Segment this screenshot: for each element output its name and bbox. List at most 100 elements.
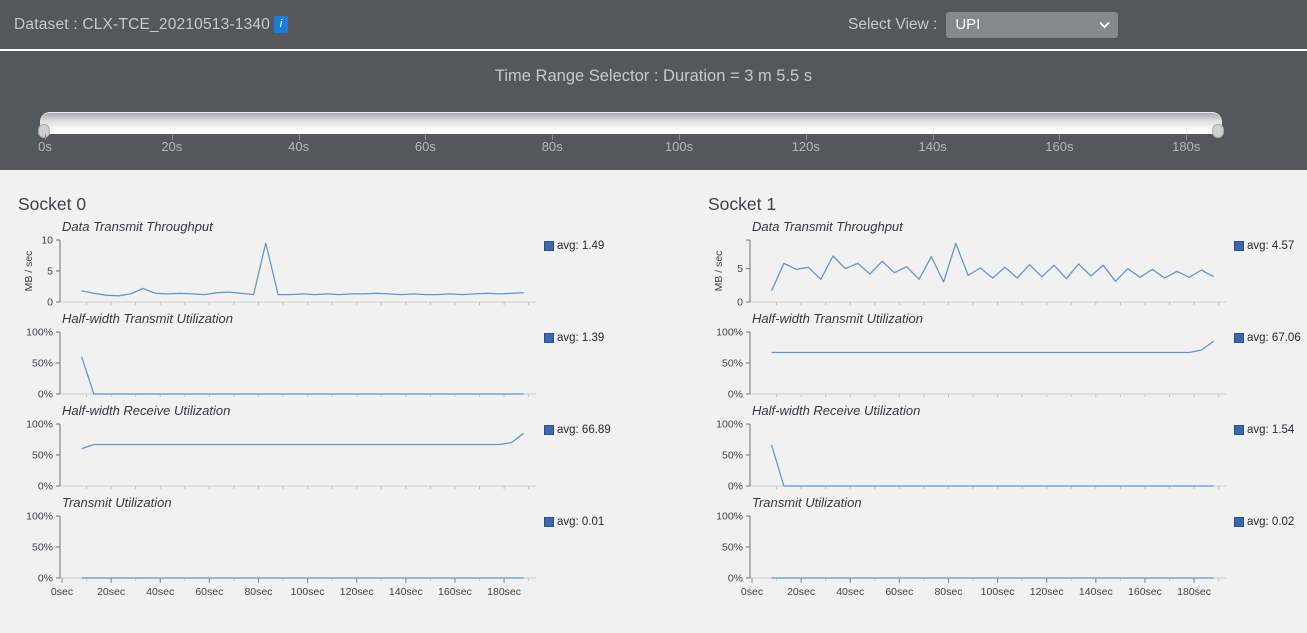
legend-swatch (1234, 241, 1244, 251)
slider-tick-label: 0s (38, 139, 52, 154)
chart-legend: avg: 0.02 (1234, 516, 1294, 528)
y-tick-label: 50% (722, 542, 743, 554)
y-tick-label: 0% (728, 573, 743, 585)
slider-tick (298, 134, 300, 140)
x-tick-label: 60sec (885, 586, 913, 598)
slider-handle-left[interactable] (38, 124, 50, 138)
slider-tick (805, 134, 807, 140)
y-tick-label: 10 (41, 235, 53, 247)
x-tick-label: 120sec (340, 586, 374, 598)
slider-tick (425, 134, 427, 140)
slider-tick-label: 140s (918, 139, 947, 154)
chart-s1-half-width-transmit-utilization: Half-width Transmit Utilization avg: 67.… (706, 310, 1301, 401)
view-select-wrap: UPI (946, 11, 1119, 38)
data-line (80, 356, 524, 395)
data-line (81, 432, 525, 450)
chart-legend: avg: 1.54 (1234, 424, 1294, 436)
slider-tick-label: 120s (791, 139, 820, 154)
legend-swatch (1234, 333, 1244, 343)
slider-handle-right[interactable] (1212, 124, 1224, 138)
dataset-title: Dataset : CLX-TCE_20210513-1340 i (14, 0, 289, 49)
socket-1-section: Socket 1 Data Transmit Throughput avg: 4… (706, 192, 1301, 604)
chart-legend: avg: 1.49 (544, 240, 604, 252)
x-tick-label: 140sec (389, 586, 423, 598)
legend-avg-value: avg: 66.89 (557, 424, 611, 436)
line-chart: 0% 50% 100% (716, 419, 1226, 493)
x-tick-label: 180sec (1177, 586, 1211, 598)
y-tick-label: 0% (38, 573, 53, 585)
y-tick-label: 100% (26, 419, 53, 431)
data-line (771, 242, 1215, 291)
slider-tick (679, 134, 680, 140)
x-tick-label: 40sec (146, 586, 174, 598)
view-select[interactable]: UPI (946, 11, 1119, 38)
line-chart: 0 5 10 MB / sec (23, 235, 536, 309)
slider-tick-label: 40s (288, 139, 310, 154)
x-tick-label: 100sec (291, 586, 325, 598)
x-tick-label: 20sec (97, 586, 125, 598)
line-chart: 0% 50% 100% (26, 327, 536, 401)
x-tick-label: 0sec (51, 586, 73, 598)
select-view-group: Select View : UPI (848, 0, 1119, 49)
data-line (771, 340, 1215, 354)
header-divider (0, 49, 1307, 51)
y-tick-label: 0% (38, 389, 53, 401)
chart-title: Half-width Transmit Utilization (62, 311, 233, 326)
chart-s1-half-width-receive-utilization: Half-width Receive Utilization avg: 1.54… (706, 402, 1298, 493)
slider-tick-label: 60s (414, 139, 436, 154)
y-tick-label: 100% (26, 327, 53, 339)
x-tick-label: 60sec (195, 586, 223, 598)
x-tick-label: 0sec (741, 586, 763, 598)
line-chart: 0% 50% 100% 0sec 20sec 40sec 60sec 80sec 100sec 1… (26, 511, 536, 598)
legend-avg-value: avg: 0.02 (1247, 516, 1295, 528)
chart-legend: avg: 4.57 (1234, 240, 1294, 252)
slider-tick (1186, 134, 1188, 140)
line-chart: 0% 50% 100% 0sec 20sec 40sec 60sec 80sec 100sec 1… (716, 511, 1226, 598)
chart-s0-data-transmit-throughput: Data Transmit Throughput avg: 1.49 0 5 10 M… (16, 218, 608, 309)
chart-legend: avg: 66.89 (544, 424, 611, 436)
y-tick-label: 100% (716, 511, 743, 523)
y-axis-label: MB / sec (713, 251, 725, 292)
y-tick-label: 5 (47, 266, 53, 278)
x-tick-label: 160sec (1128, 586, 1162, 598)
chart-title: Half-width Receive Utilization (62, 403, 231, 418)
y-tick-label: 50% (722, 450, 743, 462)
socket-0-section: Socket 0 Data Transmit Throughput avg: 1… (16, 192, 611, 604)
y-tick-label: 100% (716, 419, 743, 431)
line-chart: 0% 50% 100% (716, 327, 1226, 401)
slider-tick-label: 80s (541, 139, 563, 154)
slider-tick (1059, 134, 1061, 140)
y-tick-label: 0% (38, 481, 53, 493)
slider-tick (171, 134, 173, 140)
legend-swatch (1234, 517, 1244, 527)
legend-avg-value: avg: 67.06 (1247, 332, 1301, 344)
data-line (770, 444, 1214, 487)
x-tick-label: 180sec (487, 586, 521, 598)
chart-legend: avg: 67.06 (1234, 332, 1301, 344)
y-tick-label: 100% (26, 511, 53, 523)
legend-swatch (544, 333, 554, 343)
top-bar: Dataset : CLX-TCE_20210513-1340 i Select… (0, 0, 1307, 49)
y-tick-label: 0 (737, 297, 743, 309)
chart-s1-data-transmit-throughput: Data Transmit Throughput avg: 4.57 0 5 MB … (706, 218, 1298, 309)
chart-title: Data Transmit Throughput (752, 219, 903, 234)
legend-swatch (544, 425, 554, 435)
x-tick-label: 160sec (438, 586, 472, 598)
chart-title: Transmit Utilization (752, 495, 862, 510)
line-chart: 0 5 MB / sec (713, 239, 1226, 309)
x-tick-label: 80sec (244, 586, 272, 598)
legend-avg-value: avg: 1.49 (557, 240, 605, 252)
chart-title: Data Transmit Throughput (62, 219, 213, 234)
time-range-slider-track[interactable] (40, 112, 1222, 134)
y-tick-label: 50% (32, 358, 53, 370)
chart-s0-transmit-utilization: Transmit Utilization avg: 0.01 0% 50% 100%… (16, 494, 608, 604)
legend-avg-value: avg: 4.57 (1247, 240, 1295, 252)
y-tick-label: 0 (47, 297, 53, 309)
slider-tick (932, 134, 934, 140)
x-tick-label: 40sec (836, 586, 864, 598)
x-tick-label: 100sec (981, 586, 1015, 598)
info-icon[interactable]: i (274, 16, 289, 33)
y-tick-label: 0% (728, 389, 743, 401)
y-axis-label: MB / sec (23, 251, 35, 292)
legend-avg-value: avg: 1.39 (557, 332, 605, 344)
